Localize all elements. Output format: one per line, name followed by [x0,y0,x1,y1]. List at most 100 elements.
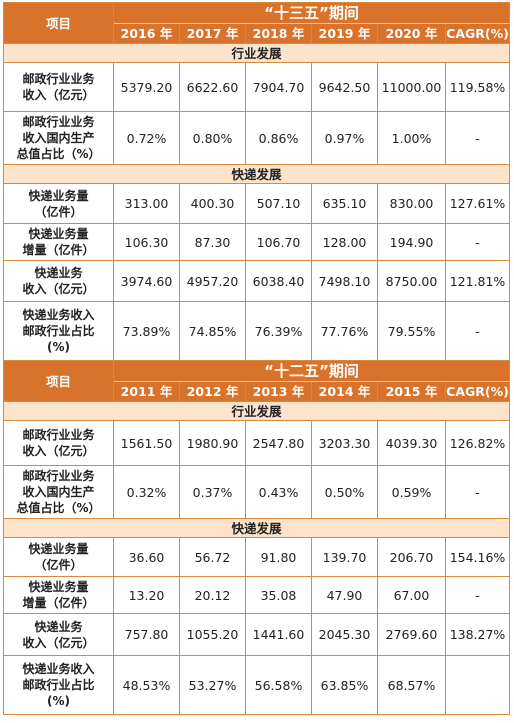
year-header: CAGR(%) [445,381,510,402]
value-cell: 507.10 [245,183,312,224]
period-title: “十三五”期间 [113,2,510,24]
row-label-line: 收入（亿元） [22,635,95,650]
value-cell: 1055.20 [179,613,246,656]
value-cell: 4039.30 [377,420,446,466]
table-row: 快递业务 收入（亿元） 757.80 1055.20 1441.60 2045.30 276… [3,613,510,656]
value-cell: 128.00 [311,223,378,261]
row-label-line: 总值占比（%） [16,147,101,161]
year-header: 2015 年 [377,381,446,402]
row-label: 快递业务收入 邮政行业占比 (%) [3,301,114,361]
value-cell: 35.08 [245,576,312,614]
section-title: 快递发展 [3,164,510,184]
value-cell: - [445,223,510,261]
value-cell: 9642.50 [311,62,378,112]
row-label: 邮政行业业务 收入（亿元） [3,62,114,112]
value-cell: 7904.70 [245,62,312,112]
value-cell: - [445,465,510,519]
row-label-line: 收入（亿元） [22,444,95,458]
value-cell: 106.30 [113,223,180,261]
value-cell: 127.61% [445,183,510,224]
value-cell: 154.16% [445,537,510,577]
row-label: 快递业务量 （亿件） [3,183,114,224]
row-label-line: 快递业务量 [28,227,89,241]
project-header: 项目 [3,360,114,402]
table-row: 邮政行业业务 收入国内生产 总值占比（%） 0.32% 0.37% 0.43% 0.50% 0… [3,465,510,519]
row-label: 快递业务 收入（亿元） [3,613,114,656]
header-row-period: 项目 “十二五”期间 [3,360,510,402]
row-label-line: 邮政行业业务 [22,115,95,129]
value-cell: 56.72 [179,537,246,577]
row-label: 快递业务量增量（亿件） [3,223,114,261]
row-label-line: 增量（亿件） [22,596,95,610]
value-cell: 1561.50 [113,420,180,466]
table-row: 快递业务量 （亿件） 36.60 56.72 91.80 139.70 206.70 154.… [3,537,510,577]
year-header: 2019 年 [311,23,378,44]
year-header: 2014 年 [311,381,378,402]
row-label-line: 收入（亿元） [22,282,95,296]
table-row: 快递业务收入 邮政行业占比 (%) 73.89% 74.85% 76.39% 77.76% 7… [3,301,510,361]
value-cell: 0.97% [311,111,378,165]
value-cell: 53.27% [179,655,246,715]
table-row: 快递业务 收入（亿元） 3974.60 4957.20 6038.40 7498.10 87… [3,260,510,302]
value-cell: 119.58% [445,62,510,112]
section-title: 行业发展 [3,43,510,63]
value-cell: 3203.30 [311,420,378,466]
year-header: 2011 年 [113,381,180,402]
value-cell: 63.85% [311,655,378,715]
row-label-line: 快递业务量 [28,580,89,594]
value-cell: 400.30 [179,183,246,224]
year-header: 2016 年 [113,23,180,44]
row-label-line: 邮政行业业务 [22,428,95,442]
row-label-line: 增量（亿件） [22,243,95,257]
value-cell: 20.12 [179,576,246,614]
section-row: 行业发展 [3,43,510,63]
row-label-line: 总值占比（%） [16,501,101,515]
value-cell: 121.81% [445,260,510,302]
value-cell: 8750.00 [377,260,446,302]
value-cell: 5379.20 [113,62,180,112]
row-label-line: 邮政行业占比 [22,678,95,692]
value-cell: 77.76% [311,301,378,361]
value-cell: 1.00% [377,111,446,165]
row-label-line: 快递业务收入 [22,308,95,322]
value-cell: 79.55% [377,301,446,361]
value-cell: 194.90 [377,223,446,261]
value-cell: - [445,576,510,614]
value-cell: 313.00 [113,183,180,224]
value-cell: 3974.60 [113,260,180,302]
value-cell: 0.37% [179,465,246,519]
value-cell: 76.39% [245,301,312,361]
value-cell: 139.70 [311,537,378,577]
section-row: 快递发展 [3,518,510,538]
value-cell: 138.27% [445,613,510,656]
section-title: 行业发展 [3,401,510,421]
value-cell: 13.20 [113,576,180,614]
project-header: 项目 [3,2,114,44]
row-label: 邮政行业业务 收入国内生产 总值占比（%） [3,111,114,165]
section-row: 快递发展 [3,164,510,184]
row-label: 快递业务 收入（亿元） [3,260,114,302]
table-row: 邮政行业业务 收入国内生产 总值占比（%） 0.72% 0.80% 0.86% 0.97% 1… [3,111,510,165]
row-label: 邮政行业业务 收入国内生产 总值占比（%） [3,465,114,519]
value-cell: 0.80% [179,111,246,165]
year-header: 2018 年 [245,23,312,44]
row-label: 快递业务量 （亿件） [3,537,114,577]
row-label-line: 收入国内生产 [22,485,95,499]
row-label-line: (%) [47,340,70,354]
value-cell: 47.90 [311,576,378,614]
row-label: 快递业务量增量（亿件） [3,576,114,614]
value-cell: - [445,301,510,361]
table-row: 快递业务量 增量（亿件） 106.30 87.30 106.70 128.00 194.90… [3,223,510,261]
value-cell: 106.70 [245,223,312,261]
row-label-line: (%) [47,694,70,708]
row-label-line: 邮政行业业务 [22,72,95,86]
period-title: “十二五”期间 [113,360,510,382]
value-cell: 56.58% [245,655,312,715]
value-cell: 36.60 [113,537,180,577]
value-cell: 7498.10 [311,260,378,302]
header-row-years: 2016 年 2017 年 2018 年 2019 年 2020 年 CAGR(%) [4,23,510,44]
table-row: 邮政行业业务 收入（亿元） 5379.20 6622.60 7904.70 9642.50… [3,62,510,112]
value-cell: 0.86% [245,111,312,165]
